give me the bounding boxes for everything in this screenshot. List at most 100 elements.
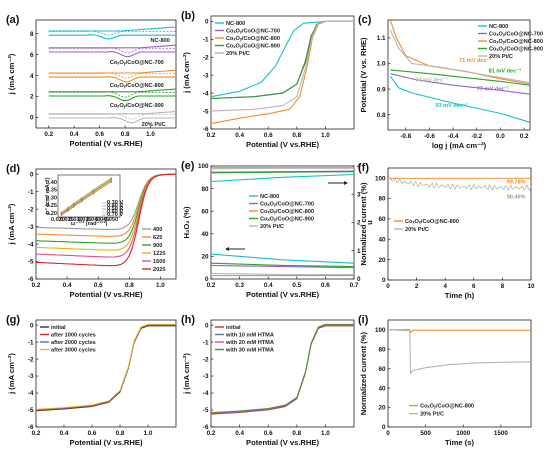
x-axis-label: Potential (V vs.RHE) (70, 290, 143, 299)
legend-entry: CoₓOᵧ/CoO@NC-800 (226, 36, 280, 42)
inset-fit-line (61, 177, 112, 213)
lsv-curve (210, 20, 354, 112)
panel-label: (d) (6, 163, 20, 175)
panel-d: 0.2 0.4 0.6 0.8 1.0 -6 -5 -4 -3 -2 -1 0 Potential (V… (6, 163, 177, 299)
plot-frame (210, 319, 355, 428)
lsv-curve (210, 323, 354, 414)
panel-e: 0.2 0.3 0.4 0.5 0.6 0.7020406080100Potential … (181, 160, 375, 299)
inset-point (110, 180, 113, 183)
legend-entry: after 1000 cycles (51, 333, 96, 339)
x-axis-label: Potential (V vs.RHE) (246, 438, 319, 447)
legend-entry: 20% Pt/C (420, 412, 444, 418)
legend-entry: 2025 (153, 267, 165, 273)
inset-y-tick: 0.35 (46, 188, 57, 194)
y-axis-label: j (mA cm⁻²) (7, 353, 16, 395)
inset-fit-line (61, 178, 112, 214)
x-tick-label: 0.2 (207, 430, 216, 437)
legend-entry: 20% Pt/C (405, 227, 429, 233)
inset-fit-line (61, 180, 112, 215)
x-tick-label: 0 (386, 283, 390, 290)
right-arrow-head (344, 181, 348, 185)
x-tick-label: 0.8 (121, 131, 130, 138)
y-tick-label: 0 (30, 322, 34, 329)
stability-curve (387, 177, 532, 191)
x-tick-label: 10 (527, 283, 535, 290)
y-tick-label: -4 (203, 90, 209, 97)
y-tick-label: -6 (203, 126, 209, 133)
legend-entry: CoₓOᵧ/CoO@NC-800 (405, 219, 459, 225)
y-axis-label: j (mA cm⁻²) (7, 203, 16, 245)
legend-entry: NC-800 (260, 194, 279, 200)
panel-c: -0.8 -0.6 -0.4 -0.2 0.0 0.2 0.8 0.9 1.0 1.1 log j … (358, 14, 543, 150)
y-tick-label: 0 (382, 424, 386, 431)
cv-curve-ar (48, 95, 176, 102)
x-tick-label: 0.6 (95, 131, 104, 138)
y-tick-label: -6 (28, 276, 34, 283)
cv-curve-ar (48, 110, 177, 115)
x-tick-label: 0.4 (264, 282, 273, 289)
y-tick-label: -4 (28, 390, 34, 397)
y-tick-label: -3 (203, 72, 209, 79)
y-tick-label: 80 (201, 186, 209, 193)
lsv-curve (210, 20, 354, 98)
cv-curve-n2 (48, 47, 176, 54)
legend-entry: 20% Pt/C (226, 51, 250, 57)
x-tick-label: 1.0 (146, 131, 155, 138)
panel-i: 0 500 1000 1500 0 20 40 60 80 100 Time (s) Normaliz… (358, 314, 532, 447)
inset-point (60, 214, 63, 217)
inset-x-tick: 0.030 (69, 217, 83, 223)
x-tick-label: 0.4 (70, 131, 79, 138)
cv-curve-ar (48, 26, 176, 32)
y-tick-label: -3 (28, 224, 34, 231)
legend-entry: 625 (153, 235, 162, 241)
y-tick-label: -2 (203, 356, 209, 363)
legend-entry: CoₓOᵧ/CoO@NC-700 (489, 32, 543, 38)
stability-curve (387, 177, 532, 180)
legend-entry: 1225 (153, 251, 165, 257)
x-tick-label: -0.6 (424, 133, 435, 140)
y-tick-label: 8 (30, 31, 34, 38)
x-tick-label: 0.8 (116, 430, 125, 437)
y-tick-label: -1 (28, 189, 34, 196)
inset-point (67, 210, 69, 212)
y-tick-label: -2 (203, 54, 209, 61)
inset-x-tick: 0.020 (51, 217, 65, 223)
h2o2-curve (210, 262, 355, 268)
x-axis-label: Potential (V vs.RHE) (70, 139, 143, 148)
plot-frame (210, 15, 355, 130)
h2o2-curve (210, 272, 354, 276)
legend-entry: CoₓOᵧ/CoO@NC-800 (489, 39, 543, 45)
x-tick-label: 500 (420, 430, 431, 437)
plot-frame (35, 319, 177, 428)
y2-tick-label: 4 (357, 163, 361, 170)
legend-entry: CoₓOᵧ/CoO@NC-700 (226, 29, 280, 35)
x-tick-label: 8 (501, 283, 505, 290)
y-axis-label: j (mA cm⁻²) (182, 353, 191, 395)
y-tick-label: -4 (203, 390, 209, 397)
x-tick-label: 0.6 (321, 282, 330, 289)
x-axis-label: Potential (V vs.RHE) (246, 140, 319, 149)
inset-point (80, 200, 83, 203)
x-tick-label: 0.6 (88, 430, 97, 437)
x-tick-label: 0.3 (235, 282, 244, 289)
tafel-curve (390, 73, 531, 95)
y-tick-label: 60 (378, 366, 386, 373)
y-axis-label: j (mA cm⁻²) (7, 53, 16, 95)
inset-y-tick: 0.25 (46, 203, 57, 209)
y2-tick-label: 0 (357, 276, 361, 283)
cv-curve-ar (48, 76, 176, 83)
panel-b: 0.2 0.4 0.6 0.8 1.0 -6 -5 -4 -3 -2 -1 0 Potential (V… (181, 10, 355, 149)
y-tick-label: 0 (205, 322, 209, 329)
cv-curve-ar (48, 51, 176, 58)
y2-axis-label: n (366, 220, 375, 225)
inset-legend-entry: 0.40 V (107, 203, 123, 209)
y-tick-label: 100 (375, 327, 386, 334)
legend-entry: 20% Pt/C (489, 54, 513, 60)
y-tick-label: -2 (28, 356, 34, 363)
legend-entry: initial (51, 325, 66, 331)
cv-curve-n2 (48, 91, 176, 98)
y-axis-label: j (mA cm⁻²) (182, 52, 191, 94)
plot-frame (35, 168, 177, 280)
x-tick-label: -0.2 (471, 133, 482, 140)
